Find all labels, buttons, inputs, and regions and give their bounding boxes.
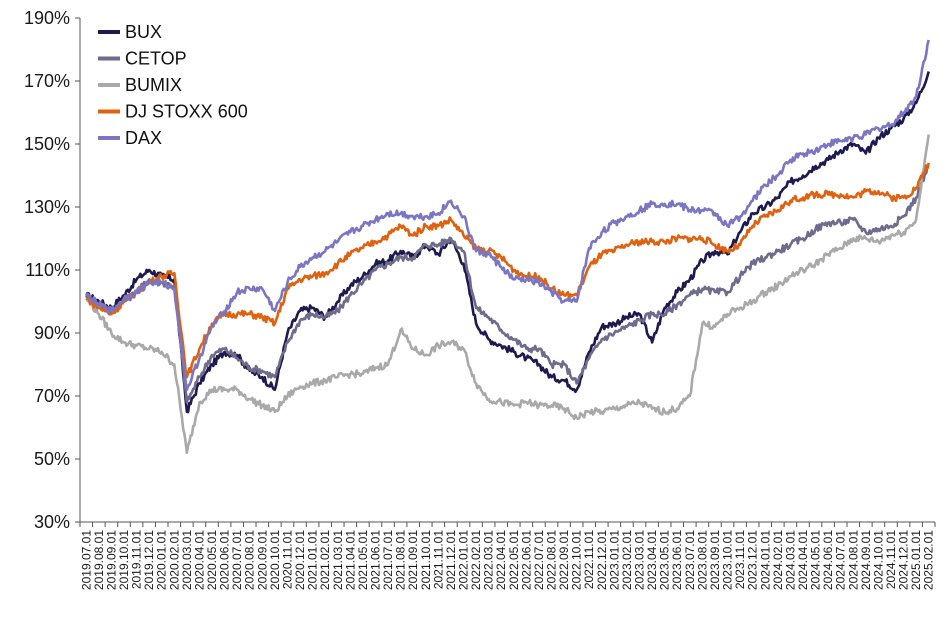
x-tick-label: 2021.08.01 bbox=[394, 530, 408, 590]
x-tick-label: 2024.11.01 bbox=[884, 530, 898, 589]
x-tick-label: 2019.10.01 bbox=[117, 530, 131, 590]
x-tick-label: 2023.11.01 bbox=[733, 530, 747, 589]
x-tick-label: 2021.01.01 bbox=[306, 530, 320, 590]
x-tick-label: 2024.02.01 bbox=[771, 530, 785, 590]
y-tick-label: 50% bbox=[34, 449, 70, 469]
x-tick-label: 2020.07.01 bbox=[230, 530, 244, 590]
x-tick-label: 2023.01.01 bbox=[607, 530, 621, 590]
x-tick-label: 2019.08.01 bbox=[92, 530, 106, 590]
x-tick-label: 2020.11.01 bbox=[280, 530, 294, 589]
x-tick-label: 2021.03.01 bbox=[331, 530, 345, 590]
x-tick-label: 2024.09.01 bbox=[859, 530, 873, 590]
x-tick-label: 2023.05.01 bbox=[658, 530, 672, 590]
x-tick-label: 2020.12.01 bbox=[293, 530, 307, 590]
y-tick-label: 190% bbox=[24, 8, 70, 28]
x-tick-label: 2024.06.01 bbox=[821, 530, 835, 590]
x-tick-label: 2024.08.01 bbox=[846, 530, 860, 590]
x-tick-label: 2020.09.01 bbox=[255, 530, 269, 590]
x-tick-label: 2020.06.01 bbox=[218, 530, 232, 590]
x-tick-label: 2020.10.01 bbox=[268, 530, 282, 590]
x-axis: 2019.07.012019.08.012019.09.012019.10.01… bbox=[79, 521, 936, 590]
x-tick-label: 2023.12.01 bbox=[746, 530, 760, 590]
x-tick-label: 2024.07.01 bbox=[834, 530, 848, 590]
x-tick-label: 2024.03.01 bbox=[783, 530, 797, 590]
x-tick-label: 2025.01.01 bbox=[909, 530, 923, 590]
x-tick-label: 2022.09.01 bbox=[557, 530, 571, 590]
x-tick-label: 2021.10.01 bbox=[419, 530, 433, 590]
x-tick-label: 2021.12.01 bbox=[444, 530, 458, 590]
x-tick-label: 2020.01.01 bbox=[155, 530, 169, 590]
legend-label: CETOP bbox=[125, 49, 187, 69]
x-tick-label: 2020.04.01 bbox=[192, 530, 206, 590]
x-tick-label: 2022.06.01 bbox=[519, 530, 533, 590]
series-line-cetop bbox=[85, 164, 929, 404]
x-tick-label: 2024.05.01 bbox=[809, 530, 823, 590]
x-tick-label: 2022.12.01 bbox=[595, 530, 609, 590]
y-tick-label: 150% bbox=[24, 134, 70, 154]
x-tick-label: 2019.12.01 bbox=[142, 530, 156, 590]
y-tick-label: 170% bbox=[24, 71, 70, 91]
series-line-bumix bbox=[85, 134, 930, 455]
legend: BUX CETOP BUMIX DJ STOXX 600 DAX bbox=[98, 22, 248, 148]
legend-label: DAX bbox=[125, 128, 162, 148]
x-tick-label: 2023.07.01 bbox=[683, 530, 697, 590]
y-tick-label: 30% bbox=[34, 512, 70, 532]
y-tick-label: 90% bbox=[34, 323, 70, 343]
x-tick-label: 2020.05.01 bbox=[205, 530, 219, 590]
x-tick-label: 2024.10.01 bbox=[871, 530, 885, 590]
y-axis: 30% 50% 70% 90% 110% 130% 150% 170% 190% bbox=[24, 8, 81, 532]
x-tick-label: 2023.03.01 bbox=[633, 530, 647, 590]
x-tick-label: 2021.09.01 bbox=[406, 530, 420, 590]
series-line-dj-stoxx-600 bbox=[86, 162, 930, 379]
legend-label: DJ STOXX 600 bbox=[125, 102, 248, 122]
x-tick-label: 2022.04.01 bbox=[494, 530, 508, 590]
x-tick-label: 2019.09.01 bbox=[104, 530, 118, 590]
x-tick-label: 2024.04.01 bbox=[796, 530, 810, 590]
x-tick-label: 2023.06.01 bbox=[670, 530, 684, 590]
legend-label: BUMIX bbox=[125, 75, 182, 95]
x-tick-label: 2022.08.01 bbox=[545, 530, 559, 590]
x-tick-label: 2022.07.01 bbox=[532, 530, 546, 590]
series-line-bux bbox=[85, 71, 930, 414]
x-tick-label: 2022.05.01 bbox=[507, 530, 521, 590]
x-tick-label: 2021.05.01 bbox=[356, 530, 370, 590]
series-layer bbox=[85, 39, 930, 455]
x-tick-label: 2021.02.01 bbox=[318, 530, 332, 590]
x-tick-label: 2021.07.01 bbox=[381, 530, 395, 590]
legend-label: BUX bbox=[125, 22, 162, 42]
x-tick-label: 2022.10.01 bbox=[570, 530, 584, 590]
x-tick-label: 2023.08.01 bbox=[695, 530, 709, 590]
y-tick-label: 130% bbox=[24, 197, 70, 217]
x-tick-label: 2024.01.01 bbox=[758, 530, 772, 590]
x-tick-label: 2022.01.01 bbox=[456, 530, 470, 590]
x-tick-label: 2023.09.01 bbox=[708, 530, 722, 590]
x-tick-label: 2020.03.01 bbox=[180, 530, 194, 590]
x-tick-label: 2020.02.01 bbox=[167, 530, 181, 590]
x-tick-label: 2023.10.01 bbox=[721, 530, 735, 590]
x-tick-label: 2021.04.01 bbox=[343, 530, 357, 590]
x-tick-label: 2020.08.01 bbox=[243, 530, 257, 590]
x-tick-label: 2021.06.01 bbox=[368, 530, 382, 590]
x-tick-label: 2019.07.01 bbox=[79, 530, 93, 590]
y-tick-label: 70% bbox=[34, 386, 70, 406]
x-tick-label: 2025.02.01 bbox=[922, 530, 936, 590]
y-tick-label: 110% bbox=[25, 260, 70, 280]
x-tick-label: 2022.02.01 bbox=[469, 530, 483, 590]
x-tick-label: 2023.02.01 bbox=[620, 530, 634, 590]
x-tick-label: 2023.04.01 bbox=[645, 530, 659, 590]
x-tick-label: 2021.11.01 bbox=[431, 530, 445, 589]
x-tick-label: 2022.11.01 bbox=[582, 530, 596, 589]
x-tick-label: 2024.12.01 bbox=[897, 530, 911, 590]
x-tick-label: 2022.03.01 bbox=[482, 530, 496, 590]
x-tick-label: 2019.11.01 bbox=[130, 530, 144, 589]
series-line-dax bbox=[85, 39, 930, 392]
